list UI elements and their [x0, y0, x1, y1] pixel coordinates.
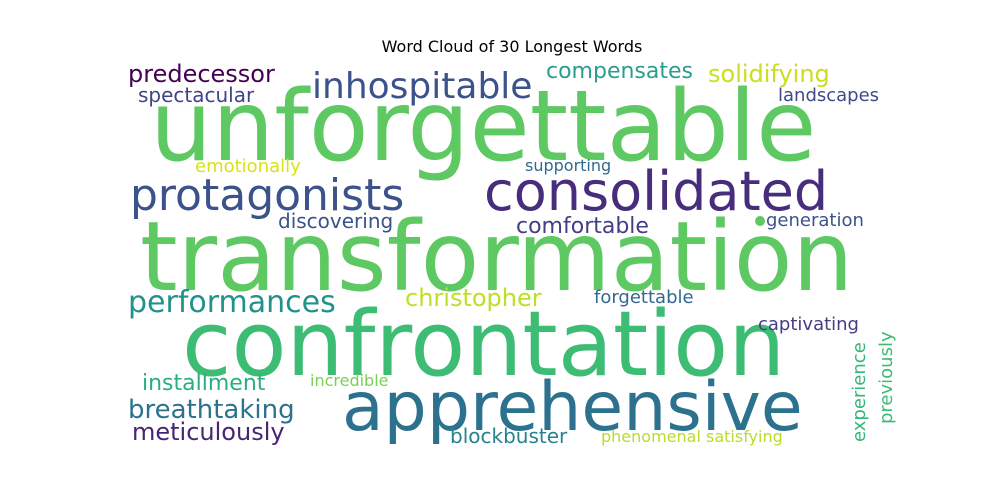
chart-title: Word Cloud of 30 Longest Words [382, 37, 643, 56]
word-protagonists: protagonists [130, 170, 404, 221]
word-generation: generation [766, 210, 864, 231]
word-inhospitable: inhospitable [312, 66, 532, 107]
word-comfortable: comfortable [516, 214, 649, 239]
word-captivating: captivating [758, 314, 859, 335]
word-unforgettable: unforgettable [150, 70, 816, 184]
word-incredible: incredible [310, 371, 389, 390]
word-cloud-words: unforgettable transformationconfrontation… [128, 59, 897, 448]
word-confrontation: confrontation [182, 292, 785, 397]
word-transformation: transformation [140, 201, 853, 313]
word-spectacular: spectacular [138, 83, 255, 107]
word-satisfying: satisfying [706, 427, 783, 446]
word-forgettable: forgettable [594, 287, 694, 308]
decorative-dot [755, 216, 765, 226]
word-experience: experience [849, 342, 870, 442]
word-meticulously: meticulously [132, 418, 285, 446]
word-solidifying: solidifying [708, 60, 830, 88]
word-supporting: supporting [525, 156, 611, 175]
word-compensates: compensates [546, 59, 693, 84]
word-emotionally: emotionally [195, 156, 301, 177]
word-performances: performances [128, 285, 336, 320]
word-previously: previously [876, 331, 897, 424]
word-blockbuster: blockbuster [450, 424, 568, 448]
word-christopher: christopher [405, 284, 542, 312]
word-breathtaking: breathtaking [128, 395, 295, 425]
word-discovering: discovering [278, 209, 393, 233]
word-landscapes: landscapes [778, 85, 879, 106]
word-predecessor: predecessor [128, 60, 275, 88]
word-phenomenal: phenomenal [601, 427, 701, 446]
word-installment: installment [142, 371, 266, 396]
word-apprehensive: apprehensive [342, 368, 803, 447]
word-consolidated: consolidated [484, 160, 828, 223]
